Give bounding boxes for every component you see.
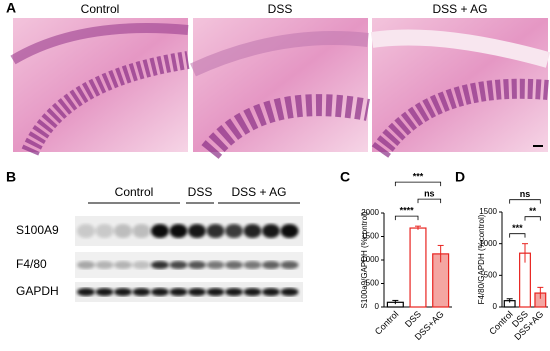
significance-label: *** xyxy=(413,172,424,182)
y-tick-label: 1500 xyxy=(361,232,379,241)
blot-band xyxy=(280,224,299,238)
blot-band xyxy=(151,288,169,296)
y-tick-label: 1000 xyxy=(479,239,497,248)
blot-band xyxy=(132,261,151,269)
blot-band xyxy=(114,288,132,296)
significance-bracket xyxy=(417,198,442,204)
blot-band xyxy=(151,261,169,269)
lane-group-label: Control xyxy=(115,185,154,199)
y-tick-label: 1500 xyxy=(479,207,497,216)
image-title: DSS xyxy=(268,2,293,16)
blot-band xyxy=(262,288,280,296)
blot-band xyxy=(114,261,132,269)
blot-band xyxy=(243,224,262,238)
blot-band xyxy=(188,288,206,296)
blot-band xyxy=(95,261,114,269)
blot-row-label: S100A9 xyxy=(16,223,59,237)
significance-bracket xyxy=(394,181,442,187)
blot-band xyxy=(280,261,299,269)
blot-band xyxy=(188,261,206,269)
significance-bracket xyxy=(509,199,541,204)
panel-label: B xyxy=(6,169,16,185)
y-axis-label: F4/80/GAPDH (%control) xyxy=(477,214,486,304)
blot-band xyxy=(132,288,151,296)
y-tick-label: 0 xyxy=(375,302,380,311)
blot-band xyxy=(114,224,132,238)
significance-bracket xyxy=(394,215,419,221)
blot-band xyxy=(262,261,280,269)
blot-row-label: GAPDH xyxy=(16,284,59,298)
blot-band xyxy=(77,261,95,269)
panel-label: D xyxy=(455,169,465,185)
blot-band xyxy=(262,224,280,238)
blot-band xyxy=(151,224,169,238)
x-tick-label: DSS xyxy=(403,309,423,329)
image-title: Control xyxy=(81,2,120,16)
panel-label: A xyxy=(6,0,16,16)
lane-group-label: DSS xyxy=(188,185,213,199)
y-tick-label: 2000 xyxy=(361,208,379,217)
y-tick-label: 500 xyxy=(366,279,380,288)
bar xyxy=(409,227,427,308)
blot-band xyxy=(169,288,188,296)
blot-band xyxy=(243,288,262,296)
blot-band xyxy=(188,224,206,238)
significance-label: ns xyxy=(424,189,435,199)
significance-bracket xyxy=(524,216,541,221)
blot-band xyxy=(77,224,95,238)
blot-band xyxy=(169,261,188,269)
blot-band xyxy=(206,224,225,238)
significance-label: **** xyxy=(400,206,415,216)
significance-bracket xyxy=(509,233,526,238)
blot-band xyxy=(225,224,243,238)
blot-row-label: F4/80 xyxy=(16,257,47,271)
blot-band xyxy=(77,288,95,296)
blot-band xyxy=(169,224,188,238)
blot-band xyxy=(225,288,243,296)
histology-images xyxy=(10,18,550,160)
significance-label: ** xyxy=(529,206,537,216)
y-tick-label: 500 xyxy=(484,270,498,279)
blot-band xyxy=(95,288,114,296)
lane-group-label: DSS + AG xyxy=(231,185,286,199)
x-tick-label: Control xyxy=(373,309,401,337)
panel-label: C xyxy=(340,169,350,185)
blot-band xyxy=(132,224,151,238)
blot-band xyxy=(206,288,225,296)
y-axis-label: S100a9/GAPDH (%control) xyxy=(360,211,369,308)
significance-label: ns xyxy=(520,189,531,199)
image-title: DSS + AG xyxy=(432,2,487,16)
blot-band xyxy=(225,261,243,269)
blot-band xyxy=(95,224,114,238)
y-tick-label: 1000 xyxy=(361,255,379,264)
y-tick-label: 0 xyxy=(493,302,498,311)
blot-band xyxy=(206,261,225,269)
blot-band xyxy=(243,261,262,269)
significance-label: *** xyxy=(512,223,523,233)
blot-band xyxy=(280,288,299,296)
